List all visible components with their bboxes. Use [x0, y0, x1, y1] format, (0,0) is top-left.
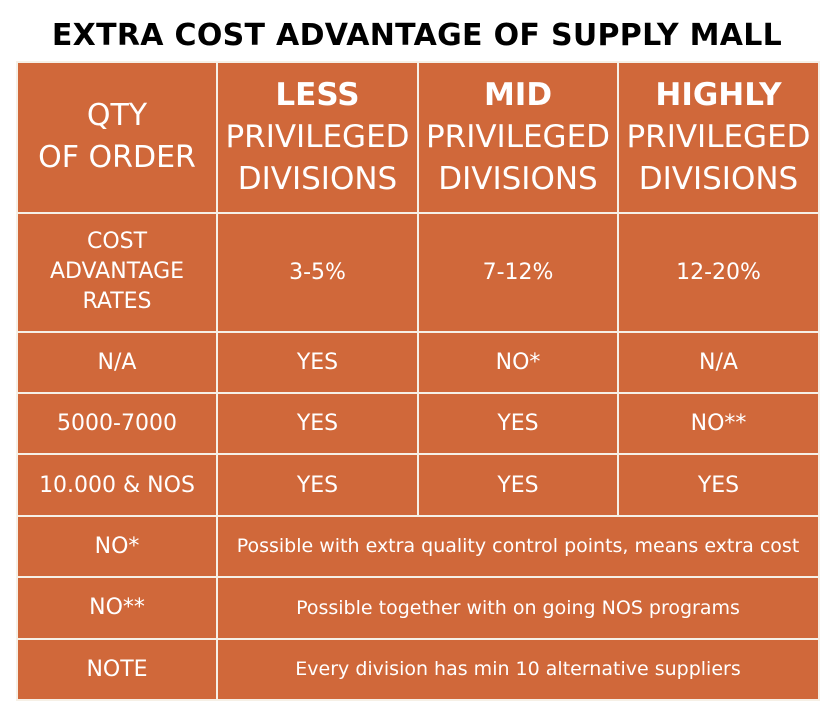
- table-cell: YES: [617, 453, 820, 517]
- cost-label-line2: ADVANTAGE: [49, 259, 185, 285]
- page-title: EXTRA COST ADVANTAGE OF SUPPLY MALL: [51, 18, 783, 53]
- column-header-line2: PRIVILEGED: [425, 119, 611, 156]
- table-row: N/A YES NO* N/A: [16, 330, 820, 395]
- qty-header-line1: QTY: [86, 98, 148, 134]
- table-cell: YES: [417, 392, 619, 456]
- row-label: 5000-7000: [16, 392, 218, 456]
- table-cell: YES: [417, 453, 619, 517]
- table-cell: NO*: [417, 330, 619, 395]
- column-header-bold: MID: [483, 77, 553, 114]
- table-row: 10.000 & NOS YES YES YES: [16, 453, 820, 517]
- header-row: QTY OF ORDER LESS PRIVILEGED DIVISIONS M…: [16, 61, 820, 214]
- table-cell: YES: [216, 392, 419, 456]
- row-label: NO*: [16, 514, 218, 579]
- mid-privileged-header: MID PRIVILEGED DIVISIONS: [417, 61, 619, 214]
- row-label: NO**: [16, 576, 218, 640]
- table-cell: YES: [216, 453, 419, 517]
- cost-advantage-row: COST ADVANTAGE RATES 3-5% 7-12% 12-20%: [16, 211, 820, 333]
- row-label: N/A: [16, 330, 218, 395]
- row-label: NOTE: [16, 637, 218, 702]
- column-header-line3: DIVISIONS: [438, 161, 598, 198]
- note-row: NO* Possible with extra quality control …: [16, 514, 820, 579]
- less-privileged-header: LESS PRIVILEGED DIVISIONS: [216, 61, 419, 214]
- table-cell: YES: [216, 330, 419, 395]
- note-text: Possible with extra quality control poin…: [216, 514, 820, 579]
- column-header-line2: PRIVILEGED: [225, 119, 410, 156]
- table-row: 5000-7000 YES YES NO**: [16, 392, 820, 456]
- table-cell: N/A: [617, 330, 820, 395]
- qty-header-line2: OF ORDER: [38, 140, 196, 176]
- qty-of-order-header: QTY OF ORDER: [16, 61, 218, 214]
- note-text: Possible together with on going NOS prog…: [216, 576, 820, 640]
- column-header-bold: LESS: [275, 77, 360, 114]
- table-cell: 7-12%: [417, 211, 619, 333]
- row-label: COST ADVANTAGE RATES: [16, 211, 218, 333]
- note-row: NOTE Every division has min 10 alternati…: [16, 637, 820, 702]
- note-text: Every division has min 10 alternative su…: [216, 637, 820, 702]
- column-header-bold: HIGHLY: [655, 77, 782, 114]
- cost-label-line3: RATES: [82, 289, 152, 315]
- row-label: 10.000 & NOS: [16, 453, 218, 517]
- column-header-line2: PRIVILEGED: [626, 119, 811, 156]
- highly-privileged-header: HIGHLY PRIVILEGED DIVISIONS: [617, 61, 820, 214]
- cost-advantage-table: QTY OF ORDER LESS PRIVILEGED DIVISIONS M…: [16, 61, 820, 702]
- column-header-line3: DIVISIONS: [638, 161, 799, 198]
- column-header-line3: DIVISIONS: [237, 161, 398, 198]
- note-row: NO** Possible together with on going NOS…: [16, 576, 820, 640]
- table-cell: 12-20%: [617, 211, 820, 333]
- table-cell: 3-5%: [216, 211, 419, 333]
- cost-label-line1: COST: [86, 229, 148, 255]
- table-cell: NO**: [617, 392, 820, 456]
